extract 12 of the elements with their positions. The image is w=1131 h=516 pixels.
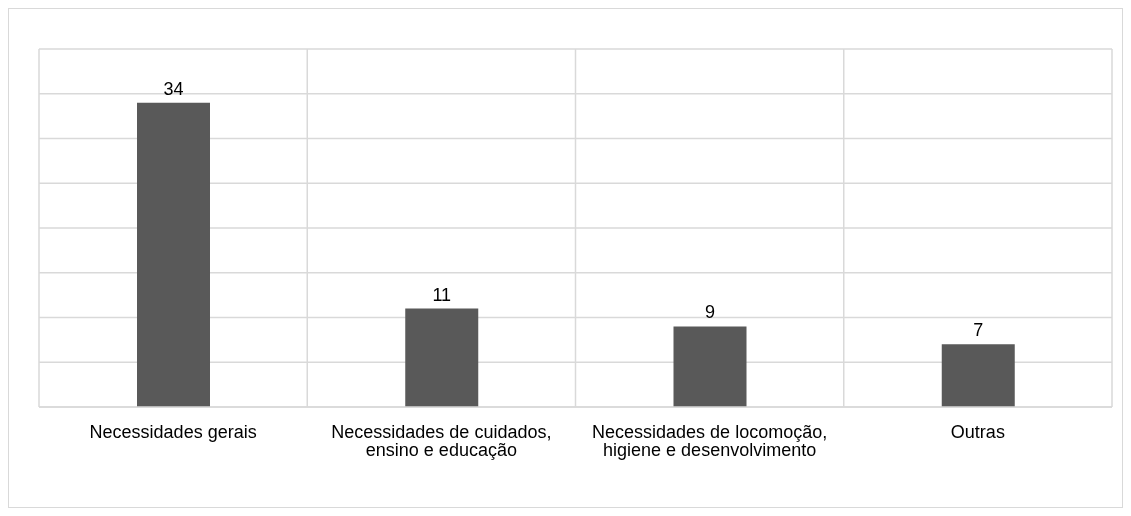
x-tick-label: Outras bbox=[950, 421, 1005, 442]
data-label: 11 bbox=[432, 284, 452, 305]
data-label: 7 bbox=[973, 320, 984, 341]
data-label: 9 bbox=[704, 302, 716, 323]
x-tick-label: Necessidades de locomoção, higiene e desenvolvimento bbox=[592, 421, 828, 460]
bar bbox=[673, 326, 747, 407]
bar bbox=[941, 344, 1015, 407]
data-label: 34 bbox=[163, 78, 184, 99]
x-tick-label: Necessidades gerais bbox=[89, 421, 257, 442]
bar bbox=[137, 102, 210, 407]
x-tick-label: Necessidades de cuidados, ensino e educação bbox=[331, 421, 552, 460]
bar bbox=[405, 308, 479, 407]
